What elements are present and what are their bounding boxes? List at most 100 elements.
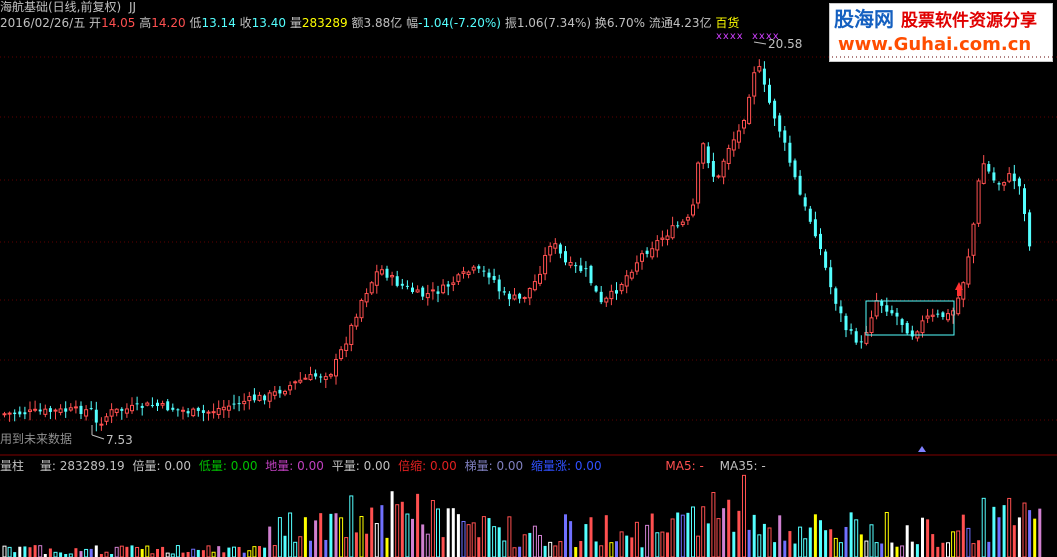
candle-body: [512, 294, 517, 300]
vol-item: 平量: 0.00: [331, 459, 391, 473]
sector-value[interactable]: 百货: [715, 16, 740, 30]
volume-bar: [7, 546, 12, 557]
volume-bar: [507, 516, 512, 557]
volume-bar: [59, 552, 63, 557]
candle-body: [263, 395, 267, 401]
volume-bar: [89, 548, 93, 557]
volume-bar: [921, 517, 924, 557]
volume-bar: [844, 526, 848, 557]
vol-item: 低量: 0.00: [198, 459, 258, 473]
candle-body: [267, 392, 272, 402]
candle-body: [18, 411, 22, 415]
close-value: 13.40: [251, 16, 287, 30]
volume-bar: [461, 520, 466, 557]
volume-bar: [135, 546, 140, 557]
volume-bar: [1012, 525, 1016, 557]
candle-body: [752, 72, 757, 97]
candle-body: [696, 162, 701, 204]
candle-body: [451, 282, 456, 285]
volume-bar: [145, 545, 150, 557]
candle-body: [502, 291, 506, 293]
candle-body: [68, 407, 73, 411]
volume-panel-title[interactable]: 量柱: [0, 459, 25, 473]
indicator-name[interactable]: JJ: [129, 0, 137, 14]
volume-bars: [2, 474, 1042, 557]
volume-bar: [272, 545, 277, 557]
candle-body: [747, 96, 752, 124]
volume-bar: [48, 548, 52, 557]
volume-bar: [696, 535, 701, 557]
candle-body: [885, 305, 889, 312]
volume-bar: [125, 546, 129, 557]
volume-bar: [446, 508, 450, 557]
volume-bar: [13, 552, 17, 557]
volume-bar: [518, 546, 522, 557]
volume-bar: [589, 517, 593, 557]
candle-body: [334, 358, 338, 377]
candle-body: [303, 377, 308, 380]
volume-bar: [655, 532, 660, 557]
candle-body: [196, 407, 200, 411]
volume-bar: [334, 513, 338, 557]
candle-body: [849, 329, 853, 331]
volume-bar: [599, 545, 604, 557]
turnover-label: 换: [594, 16, 607, 30]
volume-bar: [538, 534, 542, 557]
volume-bar: [849, 512, 853, 557]
candle-body: [507, 293, 511, 300]
volume-bar: [466, 524, 471, 557]
volume-bar: [951, 531, 956, 557]
candle-body: [574, 265, 578, 267]
volume-bar: [900, 545, 905, 557]
candle-body: [538, 273, 542, 284]
volume-bar: [742, 474, 746, 557]
candle-body: [247, 396, 252, 402]
volume-bar: [558, 541, 563, 557]
volume-bar: [258, 546, 261, 557]
low-marker-pointer: [91, 434, 105, 440]
candle-body: [354, 316, 359, 327]
candle-body: [421, 287, 425, 297]
candle-body: [634, 262, 639, 272]
candle-body: [308, 374, 313, 381]
candle-body: [411, 287, 414, 293]
candle-body: [288, 385, 293, 391]
candle-body: [880, 300, 884, 306]
volume-bar: [64, 554, 68, 557]
volume-bar: [237, 546, 241, 557]
volume-bar: [676, 512, 680, 557]
volume-bar: [905, 525, 909, 557]
candle-body: [48, 408, 52, 412]
candle-body: [670, 225, 675, 239]
volume-bar: [477, 537, 481, 557]
candle-body: [793, 160, 797, 178]
volume-bar: [762, 523, 766, 557]
candle-body: [43, 408, 48, 415]
volume-bar: [604, 515, 608, 557]
volume-bar: [2, 545, 7, 557]
volume-bar: [645, 524, 650, 557]
volume-bar: [691, 506, 695, 557]
high-value: 14.20: [151, 16, 186, 30]
candle-body: [89, 408, 93, 410]
candle-body: [925, 315, 930, 319]
volume-bar: [532, 525, 537, 557]
amount-value: 3.88亿: [363, 16, 403, 30]
candle-body: [665, 235, 670, 241]
low-label: 低: [189, 16, 202, 30]
candle-body: [2, 413, 7, 416]
candle-body: [680, 221, 685, 226]
low-value: 13.14: [201, 16, 236, 30]
candle-body: [629, 271, 634, 279]
triangle-marker-icon: [918, 446, 926, 452]
vol-item: 倍缩: 0.00: [398, 459, 457, 473]
guhai-logo: 股海网 股票软件资源分享 www.Guhai.com.cn: [829, 3, 1053, 62]
volume-bar: [104, 551, 109, 557]
volume-bar: [819, 520, 822, 557]
candle-body: [920, 320, 925, 334]
volume-bar: [329, 513, 333, 557]
volume-bar: [711, 492, 716, 557]
volume-bar: [344, 537, 349, 557]
candle-body: [655, 240, 660, 251]
